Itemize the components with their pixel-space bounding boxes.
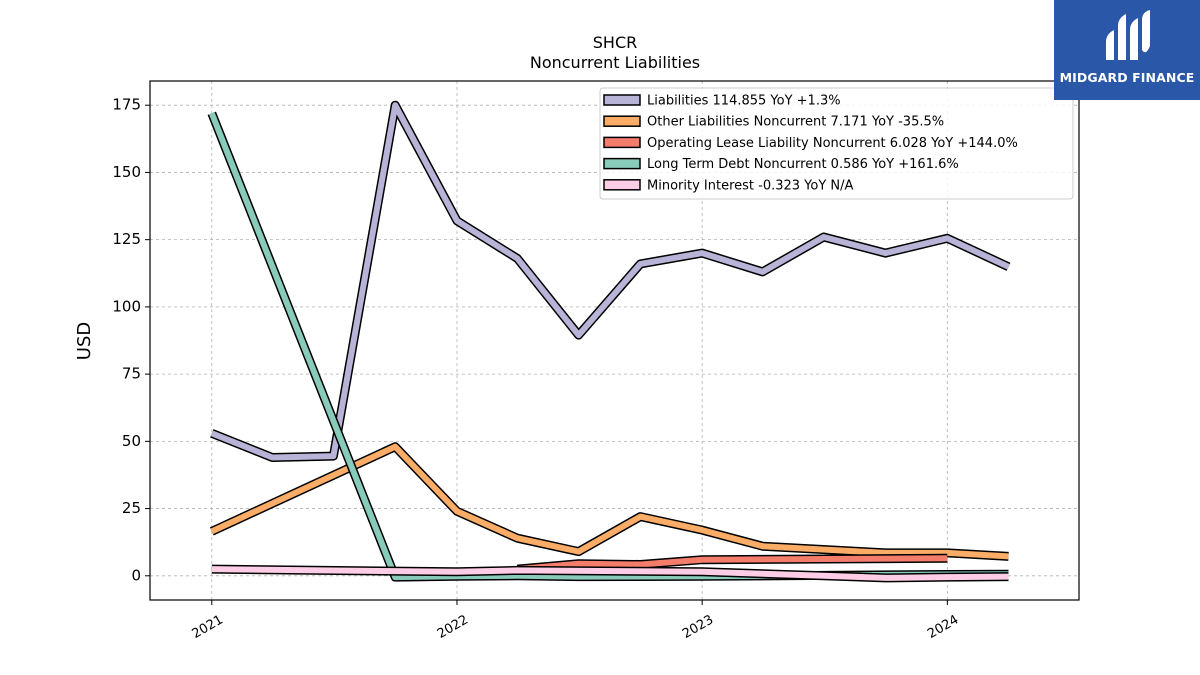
y-tick-label: 150 [112,163,141,181]
chart-subtitle: Noncurrent Liabilities [530,53,700,72]
y-tick-label: 100 [112,297,141,315]
legend-box [599,87,1074,200]
legend-swatch [603,94,641,106]
legend: Liabilities 114.855 YoY +1.3% Other Liabi… [599,87,1074,200]
legend-swatch [603,157,641,170]
plot-frame [149,80,1080,601]
series-line [517,553,948,574]
x-tick-label: 2024 [925,612,961,642]
chart-title: SHCR [593,33,637,52]
y-tick-label: 175 [112,96,141,114]
y-tick-label: 75 [122,365,141,383]
y-tick-label: 125 [112,230,141,248]
legend-entry: Minority Interest -0.323 YoY N/A [647,178,854,193]
series-stroke [210,443,1009,560]
y-tick-label: 50 [122,432,141,450]
series-outline [209,442,1009,561]
series-line [210,100,1011,462]
y-tick-label: 25 [122,499,141,517]
series-stroke [210,102,1010,461]
x-tick-label: 2021 [190,612,226,642]
legend-entry: Long Term Debt Noncurrent 0.586 YoY +161… [647,157,959,172]
series-line [211,564,1009,583]
legend-swatch [603,115,641,127]
y-tick-label: 0 [131,566,141,584]
y-axis-label: USD [74,322,95,360]
series-lines [207,100,1011,583]
series-line [209,442,1009,561]
series-stroke [211,566,1009,581]
midgard-finance-logo: MIDGARD FINANCE [1054,0,1200,100]
legend-entry: Other Liabilities Noncurrent 7.171 YoY -… [647,115,944,130]
legend-swatch [603,136,641,149]
logo-mark-icon [1106,10,1150,60]
legend-entry: Liabilities 114.855 YoY +1.3% [647,94,841,109]
legend-swatch [603,179,641,191]
series-stroke [517,555,948,573]
logo-text: MIDGARD FINANCE [1059,70,1195,85]
legend-entry: Operating Lease Liability Noncurrent 6.0… [647,136,1018,151]
x-tick-label: 2022 [435,612,471,642]
x-tick-label: 2023 [680,612,716,642]
